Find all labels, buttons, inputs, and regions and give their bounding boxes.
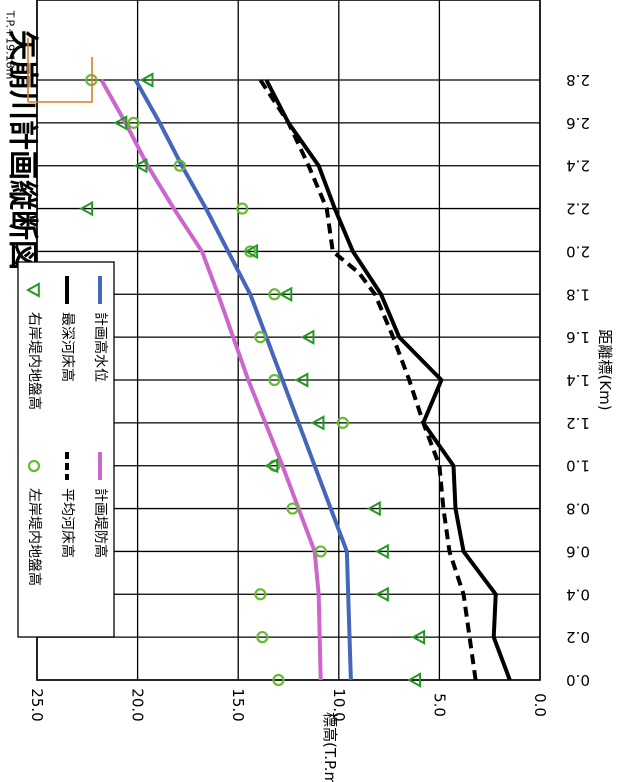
series-point-4-13 xyxy=(127,116,140,129)
legend-label: 最深河床高 xyxy=(59,312,76,382)
series-point-4-12 xyxy=(173,159,186,172)
legend-swatch-5 xyxy=(25,282,40,298)
series-line-1 xyxy=(133,79,353,681)
y-tick-label: 20.0 xyxy=(129,688,147,721)
series-point-4-3 xyxy=(314,545,327,558)
legend-label: 計画高水位 xyxy=(92,312,109,382)
series-point-5-14 xyxy=(139,72,154,88)
x-tick-label: 0.2 xyxy=(566,628,590,646)
x-tick-label: 2.0 xyxy=(566,242,590,260)
legend-label: 平均河床高 xyxy=(59,488,76,558)
series-point-4-8 xyxy=(254,331,267,344)
series-point-5-2 xyxy=(375,586,389,602)
series-point-5-11 xyxy=(79,200,94,217)
series-point-5-10 xyxy=(244,243,259,260)
y-tick-label: 25.0 xyxy=(28,688,46,721)
series-point-5-1 xyxy=(411,629,426,645)
series-point-5-4 xyxy=(366,500,381,517)
legend-label: 左岸堤内地盤高 xyxy=(26,488,43,586)
x-axis-label: 距離標(Km) xyxy=(596,329,614,410)
chart-title: 矢崩川計画縦断図 xyxy=(5,30,40,270)
x-tick-label: 1.2 xyxy=(566,414,590,432)
series-point-5-5 xyxy=(264,458,279,474)
series-point-5-0 xyxy=(407,672,422,688)
annotation-bracket xyxy=(28,57,93,103)
series-point-4-1 xyxy=(256,631,269,644)
series-point-5-9 xyxy=(278,286,293,302)
y-axis-label: 標高(T.P.m) xyxy=(321,712,339,782)
x-tick-label: 2.6 xyxy=(566,114,590,132)
series-line-2 xyxy=(258,78,478,681)
series-point-5-6 xyxy=(310,415,325,431)
x-tick-label: 1.8 xyxy=(566,285,590,303)
x-tick-label: 1.0 xyxy=(566,457,590,475)
series-point-5-3 xyxy=(375,543,389,560)
x-tick-label: 0.0 xyxy=(566,671,590,689)
series-point-4-11 xyxy=(236,202,249,215)
series-point-5-12 xyxy=(133,158,148,174)
series-point-5-8 xyxy=(300,329,315,345)
x-tick-label: 2.2 xyxy=(566,200,590,218)
series-point-4-2 xyxy=(254,588,267,601)
x-tick-label: 2.8 xyxy=(566,71,590,89)
series-point-4-7 xyxy=(268,373,281,387)
legend-box xyxy=(17,261,115,638)
x-tick-label: 2.4 xyxy=(566,157,590,175)
legend-label: 計画堤防高 xyxy=(92,488,109,558)
annotation-label: T.P.+19.18m xyxy=(4,10,17,80)
y-tick-label: 0.0 xyxy=(531,693,549,717)
legend-swatch-4 xyxy=(27,459,41,473)
series-point-4-6 xyxy=(336,416,349,429)
series-line-0 xyxy=(99,79,323,681)
x-tick-label: 0.4 xyxy=(566,585,590,603)
x-tick-label: 0.6 xyxy=(566,542,590,560)
x-tick-label: 0.8 xyxy=(566,500,590,518)
series-point-4-0 xyxy=(272,673,285,687)
y-tick-label: 5.0 xyxy=(430,693,448,717)
y-tick-label: 10.0 xyxy=(330,688,348,721)
series-point-5-13 xyxy=(113,115,128,131)
series-point-4-4 xyxy=(286,502,299,515)
series-point-5-7 xyxy=(294,372,309,388)
legend-label: 右岸堤内地盤高 xyxy=(26,312,43,410)
y-tick-label: 15.0 xyxy=(229,688,247,721)
x-tick-label: 1.4 xyxy=(566,371,590,389)
x-tick-label: 1.6 xyxy=(566,328,590,346)
series-line-3 xyxy=(264,79,512,681)
